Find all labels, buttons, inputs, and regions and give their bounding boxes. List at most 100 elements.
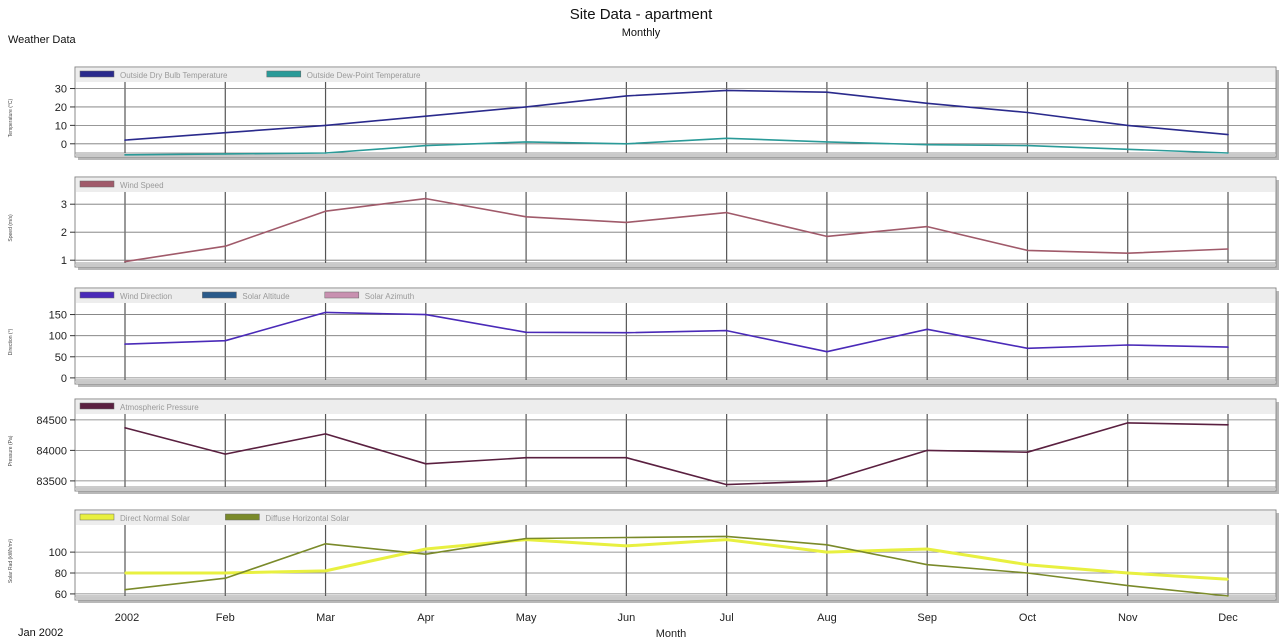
data-point	[926, 102, 928, 105]
data-point	[826, 551, 828, 553]
chart-panel: 60 80 100 Solar Rad (kWh/m²) Direct Normal S…	[8, 509, 1279, 640]
data-point	[525, 141, 527, 143]
data-point	[124, 343, 126, 345]
data-point	[1026, 347, 1029, 350]
data-point	[324, 124, 327, 127]
y-tick-label: 83500	[36, 476, 67, 488]
y-tick-label: 84000	[36, 445, 67, 457]
y-axis-label: Solar Rad (kWh/m²)	[8, 539, 14, 584]
legend-label: Wind Direction	[120, 292, 172, 301]
legend-label: Outside Dew-Point Temperature	[307, 71, 421, 80]
data-point	[124, 427, 126, 429]
data-point	[826, 91, 828, 94]
start-date-label: Jan 2002	[18, 627, 64, 639]
data-point	[224, 453, 227, 455]
data-point	[324, 152, 327, 154]
data-point	[625, 331, 628, 334]
y-tick-label: 2	[61, 227, 67, 239]
data-point	[1026, 572, 1029, 574]
legend-label: Direct Normal Solar	[120, 514, 190, 523]
legend-band	[76, 400, 1275, 414]
x-tick-label: Sep	[917, 612, 937, 624]
data-point	[725, 211, 728, 214]
x-tick-label: Aug	[817, 612, 837, 624]
y-axis-label: Temperature (°C)	[8, 98, 14, 137]
legend-swatch	[79, 70, 115, 78]
data-point	[1126, 572, 1129, 574]
legend-band	[76, 68, 1275, 82]
legend-swatch	[202, 291, 237, 299]
x-axis-label: Month	[656, 628, 687, 640]
y-tick-label: 1	[61, 255, 67, 267]
x-tick-label: Mar	[316, 612, 335, 624]
data-point	[625, 95, 628, 97]
legend-band	[76, 289, 1275, 303]
chart-panel: 83500 84000 84500 Pressure (Pa) Atmospheric …	[8, 398, 1279, 494]
data-point	[224, 572, 227, 574]
data-point	[926, 449, 928, 452]
x-tick-label: Nov	[1118, 612, 1138, 624]
data-point	[926, 328, 928, 331]
data-point	[725, 535, 728, 538]
legend-swatch	[79, 513, 115, 521]
data-point	[725, 538, 728, 541]
x-tick-label: Feb	[216, 612, 235, 624]
data-point	[425, 197, 427, 200]
y-tick-label: 100	[49, 331, 67, 343]
y-tick-label: 3	[61, 199, 67, 211]
data-point	[1227, 346, 1229, 348]
y-tick-label: 100	[49, 547, 67, 559]
legend-band	[76, 511, 1275, 525]
data-point	[124, 139, 126, 141]
data-point	[725, 89, 728, 92]
data-point	[625, 221, 628, 224]
y-tick-label: 30	[55, 84, 67, 96]
data-point	[425, 115, 427, 117]
x-tick-label: Oct	[1019, 612, 1036, 624]
y-tick-label: 84500	[36, 415, 67, 427]
data-point	[1126, 148, 1129, 151]
y-tick-label: 60	[55, 589, 67, 601]
x-tick-label: May	[516, 612, 537, 624]
data-point	[425, 144, 427, 147]
data-point	[1126, 344, 1129, 346]
data-point	[1026, 451, 1029, 454]
legend-swatch	[324, 291, 360, 299]
series-line	[124, 311, 1229, 353]
data-point	[525, 216, 527, 218]
y-tick-label: 0	[61, 373, 67, 385]
data-point	[324, 570, 327, 572]
chart-subtitle: Monthly	[621, 27, 661, 39]
legend-swatch	[225, 513, 260, 521]
panel-floor	[76, 381, 1275, 384]
data-point	[725, 329, 728, 332]
data-point	[926, 548, 928, 550]
data-point	[224, 245, 227, 247]
data-point	[1126, 422, 1129, 424]
data-point	[1227, 152, 1229, 154]
data-point	[926, 563, 928, 566]
data-point	[625, 456, 628, 459]
legend-swatch	[79, 402, 115, 410]
chart-panel: 0 50 100 150 Direction (°) Wind Direction Sola…	[8, 287, 1279, 387]
data-point	[1126, 252, 1129, 254]
series-line	[124, 197, 1229, 263]
y-axis-label: Direction (°)	[8, 328, 14, 355]
series-line	[124, 137, 1229, 156]
data-point	[425, 553, 427, 556]
legend-swatch	[79, 180, 115, 188]
data-point	[1026, 249, 1029, 252]
data-point	[1026, 563, 1029, 566]
chart-panel: 1 2 3 Speed (m/s) Wind Speed	[8, 176, 1279, 270]
data-point	[324, 433, 327, 435]
data-point	[324, 311, 327, 314]
weather-data-label: Weather Data	[8, 34, 76, 46]
data-point	[1227, 423, 1229, 426]
data-point	[926, 225, 928, 228]
series-line	[125, 538, 1229, 581]
data-point	[1227, 133, 1229, 136]
data-point	[224, 153, 227, 155]
panel-floor	[76, 488, 1275, 491]
legend-label: Solar Altitude	[242, 292, 290, 301]
x-tick-label: 2002	[115, 612, 139, 624]
